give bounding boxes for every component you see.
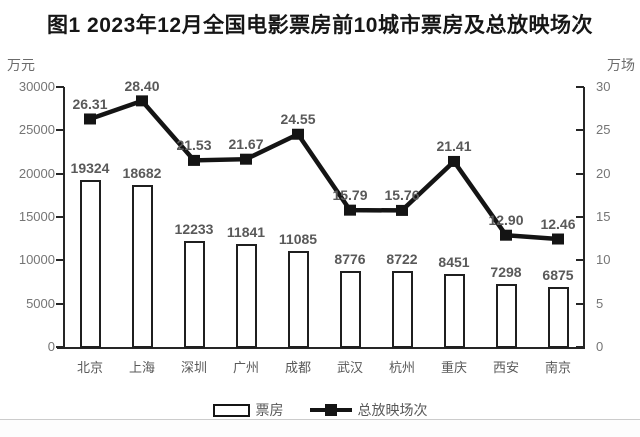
left-axis-tick-label: 0 (47, 339, 55, 354)
line-marker (188, 154, 200, 166)
left-axis-tick-label: 30000 (18, 79, 55, 94)
line-value-label: 21.41 (436, 138, 472, 155)
bottom-divider (0, 419, 640, 420)
right-axis-tick (576, 259, 584, 262)
bar (79, 179, 101, 348)
city-label: 上海 (128, 360, 155, 375)
legend-item-screenings: 总放映场次 (309, 400, 428, 420)
line-marker (500, 229, 512, 241)
right-axis-tick (576, 172, 584, 175)
right-axis-unit-label: 万场 (607, 57, 635, 73)
right-axis-tick-label: 20 (596, 165, 611, 181)
line-value-label: 24.55 (280, 111, 316, 128)
right-axis-tick (576, 86, 584, 88)
legend-line-swatch-icon (309, 404, 352, 416)
bar (183, 240, 205, 348)
bar (495, 283, 517, 348)
bar-value-label: 8722 (386, 251, 418, 268)
right-axis-tick-label: 10 (596, 252, 611, 268)
right-axis-tick-label: 30 (596, 79, 611, 94)
left-axis-tick (56, 346, 64, 348)
left-axis-tick (56, 216, 64, 218)
line-marker (552, 233, 564, 245)
line-marker (240, 153, 252, 165)
line-value-label: 12.90 (488, 212, 524, 229)
legend-bar-label: 票房 (255, 402, 284, 418)
left-axis-line (63, 87, 65, 349)
legend-line-label: 总放映场次 (357, 402, 428, 418)
line-marker (344, 204, 356, 216)
right-axis-tick (576, 216, 584, 218)
line-marker (84, 113, 96, 125)
bar (339, 270, 361, 348)
right-axis-line (583, 87, 585, 349)
line-value-label: 21.53 (176, 137, 212, 154)
right-axis-tick (576, 346, 584, 348)
city-label: 成都 (284, 360, 311, 375)
city-label: 北京 (76, 360, 103, 375)
line-value-label: 26.31 (72, 95, 108, 112)
city-label: 杭州 (388, 360, 415, 375)
legend-bar-swatch-icon (212, 403, 250, 417)
line-value-label: 28.40 (124, 77, 160, 94)
bar (547, 287, 569, 348)
left-axis-tick (56, 172, 64, 175)
legend: 票房 总放映场次 (0, 401, 640, 419)
city-label: 西安 (492, 360, 519, 375)
city-label: 广州 (232, 360, 259, 375)
bar (235, 244, 257, 348)
line-marker (136, 95, 148, 107)
legend-item-boxoffice: 票房 (212, 400, 284, 420)
left-axis-tick (56, 259, 64, 262)
bar (287, 250, 309, 348)
bar-value-label: 8451 (438, 253, 470, 270)
city-label: 武汉 (336, 360, 363, 375)
line-value-label: 15.76 (384, 187, 420, 204)
left-axis-tick-label: 15000 (18, 209, 55, 224)
left-axis-tick-label: 20000 (18, 165, 55, 181)
below-divider-strip (0, 420, 640, 437)
left-axis-tick (56, 86, 64, 88)
line-marker (448, 155, 460, 167)
left-axis-unit-label: 万元 (7, 57, 35, 73)
right-axis-tick-label: 25 (596, 122, 611, 138)
bar-value-label: 6875 (542, 267, 574, 284)
left-axis-tick (56, 129, 64, 132)
left-axis-tick-label: 10000 (18, 252, 55, 268)
bar (391, 271, 413, 348)
x-axis-line (57, 347, 585, 349)
bar-value-label: 7298 (490, 263, 522, 280)
left-axis-tick-label: 5000 (26, 295, 55, 311)
city-label: 重庆 (440, 360, 467, 375)
line-value-label: 15.79 (332, 187, 368, 204)
left-axis-tick (56, 302, 64, 305)
line-value-label: 21.67 (228, 136, 264, 153)
bar-value-label: 11085 (278, 230, 318, 247)
city-label: 南京 (544, 360, 571, 375)
city-label: 深圳 (180, 360, 207, 375)
bar (443, 273, 465, 348)
bar (131, 185, 153, 348)
right-axis-tick-label: 0 (596, 339, 604, 354)
line-marker (396, 204, 408, 216)
bar-value-label: 18682 (122, 165, 162, 182)
bar-value-label: 8776 (334, 250, 366, 267)
right-axis-tick (576, 302, 584, 305)
left-axis-tick-label: 25000 (18, 122, 55, 138)
chart-title: 图1 2023年12月全国电影票房前10城市票房及总放映场次 (47, 14, 593, 37)
line-value-label: 12.46 (540, 216, 576, 232)
right-axis-tick (576, 129, 584, 132)
right-axis-tick-label: 15 (596, 209, 611, 224)
right-axis-tick-label: 5 (596, 295, 604, 311)
line-marker (292, 128, 304, 140)
